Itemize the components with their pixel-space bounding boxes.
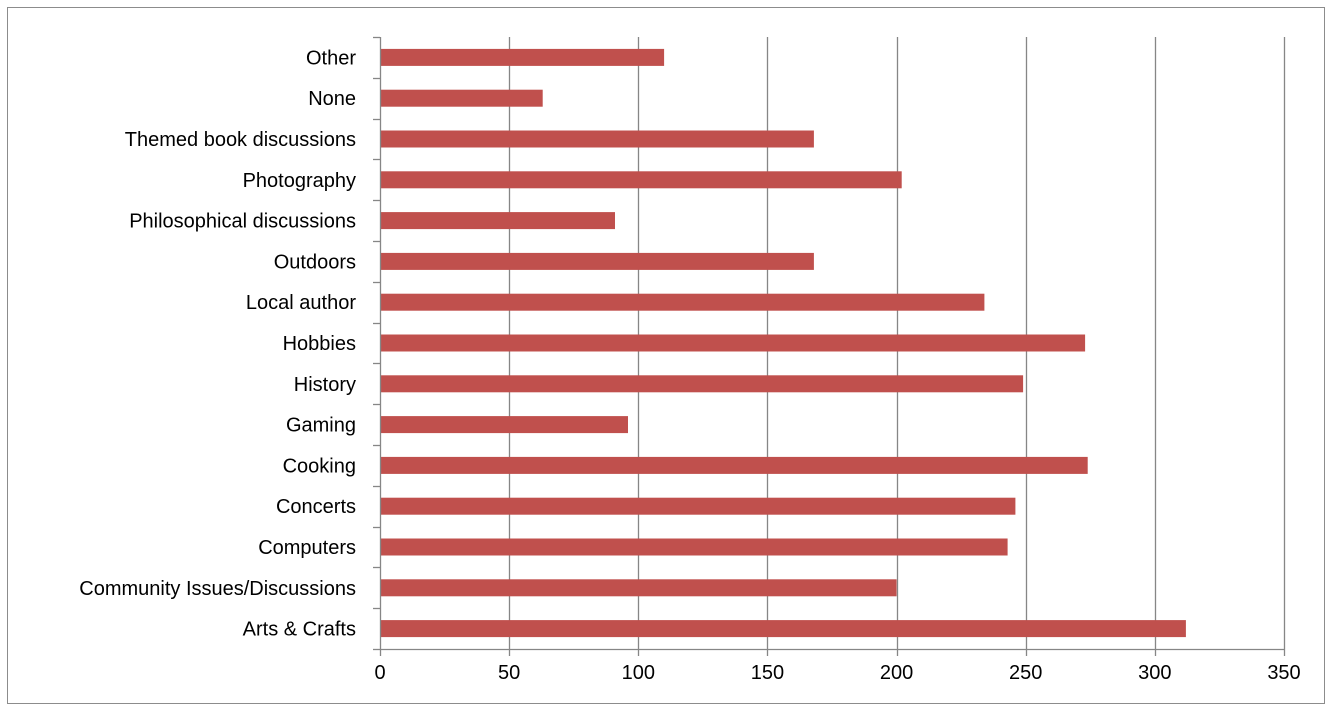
category-label: Themed book discussions	[125, 129, 356, 151]
x-tick-label: 150	[751, 662, 784, 684]
x-tick-label: 50	[498, 662, 520, 684]
x-tick-label: 200	[880, 662, 913, 684]
x-tick-label: 0	[374, 662, 385, 684]
category-label: None	[308, 88, 356, 110]
bar	[381, 89, 543, 107]
category-label: Philosophical discussions	[129, 211, 356, 233]
category-label: Cooking	[283, 455, 356, 477]
category-label: History	[294, 374, 356, 396]
bar	[381, 538, 1008, 556]
bars	[381, 48, 1186, 638]
x-tick-label: 300	[1138, 662, 1171, 684]
category-label: Gaming	[286, 415, 356, 437]
category-label: Computers	[258, 537, 356, 559]
category-label: Outdoors	[274, 251, 356, 273]
category-labels: Arts & Crafts Community Issues/Discussion…	[79, 47, 356, 640]
bar	[381, 48, 665, 66]
bar	[381, 416, 628, 434]
bar	[381, 579, 897, 597]
category-label: Community Issues/Discussions	[79, 578, 356, 600]
category-label: Hobbies	[283, 333, 356, 355]
x-tick-label: 350	[1267, 662, 1300, 684]
bar	[381, 130, 814, 148]
bar	[381, 293, 985, 311]
bar	[381, 334, 1086, 352]
x-tick-label: 250	[1009, 662, 1042, 684]
bar	[381, 375, 1024, 393]
bar	[381, 497, 1016, 515]
bar	[381, 171, 902, 189]
axes	[373, 36, 1286, 656]
category-label: Arts & Crafts	[243, 619, 356, 641]
value-tick-labels: 0 50 100 150 200 250 300 350	[374, 662, 1300, 684]
category-label: Concerts	[276, 496, 356, 518]
bar	[381, 456, 1088, 474]
category-label: Other	[306, 47, 356, 69]
category-label: Local author	[246, 292, 356, 314]
bar	[381, 252, 814, 270]
bar	[381, 620, 1186, 638]
bar	[381, 212, 615, 230]
x-tick-label: 100	[622, 662, 655, 684]
category-label: Photography	[243, 170, 356, 192]
